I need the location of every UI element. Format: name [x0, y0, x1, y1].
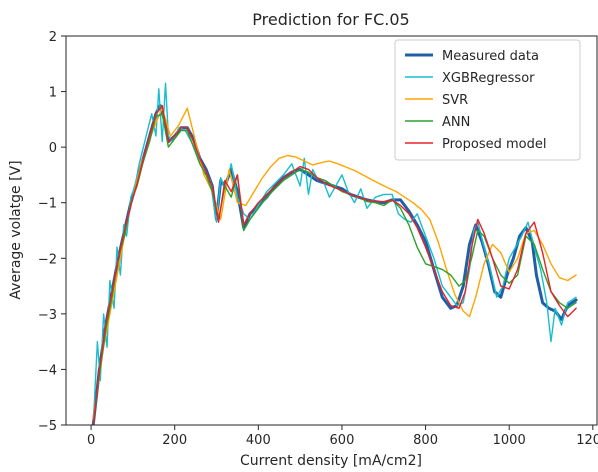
legend-box — [394, 39, 581, 161]
series-line-xgbregressor — [92, 82, 577, 425]
series-line-ann — [92, 113, 577, 425]
series-group — [91, 82, 578, 425]
series-line-proposed-model — [92, 104, 577, 425]
legend-label: SVR — [442, 93, 468, 108]
x-tick-label: 600 — [330, 433, 355, 448]
y-tick-label: 1 — [49, 86, 57, 101]
legend-label: Proposed model — [442, 137, 546, 152]
y-tick-label: 0 — [49, 141, 57, 156]
y-tick-label: −5 — [38, 419, 57, 434]
x-tick-label: 800 — [413, 433, 438, 448]
y-axis: 2 1 0 −1 −2 −3 −4 −5 — [38, 30, 66, 434]
x-tick-label: 0 — [87, 433, 95, 448]
series-line-svr — [92, 107, 577, 421]
y-tick-label: −4 — [38, 363, 57, 378]
y-tick-label: 2 — [49, 30, 57, 45]
legend-label: ANN — [442, 115, 470, 130]
x-tick-label: 1000 — [493, 433, 526, 448]
legend-label: XGBRegressor — [442, 71, 535, 86]
y-tick-label: −3 — [38, 308, 57, 323]
y-tick-label: −2 — [38, 252, 57, 267]
legend: Measured data XGBRegressor SVR ANN Proposed … — [394, 39, 581, 161]
x-tick-label: 400 — [246, 433, 271, 448]
x-tick-label: 200 — [162, 433, 187, 448]
x-axis-label: Current density [mA/cm2] — [240, 453, 422, 469]
plot-frame — [65, 35, 598, 426]
y-axis-label: Average volatge [V] — [8, 160, 24, 299]
y-tick-label: −1 — [38, 197, 57, 212]
x-axis: 0 200 400 600 800 1000 1200 — [87, 425, 598, 448]
x-tick-label: 1200 — [576, 433, 598, 448]
chart-title: Prediction for FC.05 — [252, 10, 409, 29]
legend-label: Measured data — [442, 49, 539, 64]
